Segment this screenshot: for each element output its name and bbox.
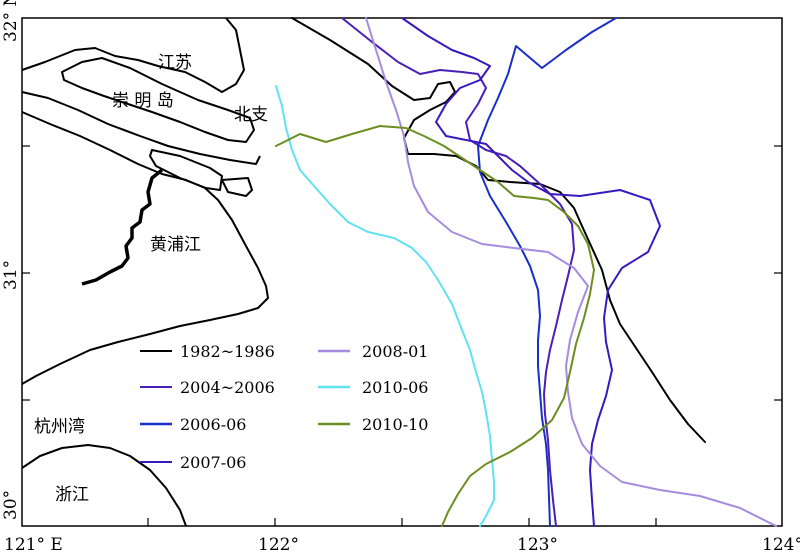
legend-label-1982-1986: 1982~1986 [180, 342, 275, 361]
label-beizhi: 北支 [234, 105, 268, 125]
x-tick-121: 121° E [4, 535, 63, 555]
axis-ticks [22, 145, 782, 526]
legend-label-2007-06: 2007-06 [180, 453, 246, 472]
label-chongming: 崇 明 岛 [112, 91, 174, 111]
y-tick-32: 32° N [1, 0, 21, 42]
label-hangzhou-bay: 杭州湾 [34, 417, 85, 437]
front-lines [275, 17, 777, 527]
line-2007-06 [401, 17, 661, 527]
coastline [21, 17, 269, 527]
legend-label-2010-06: 2010-06 [362, 378, 428, 397]
line-2004-2006 [341, 17, 575, 527]
legend-label-2004-2006: 2004~2006 [180, 378, 275, 397]
huangpu-river [81, 168, 164, 286]
y-tick-30: 30° [1, 490, 21, 520]
legend: 1982~1986 2004~2006 2006-06 2007-06 2008… [140, 342, 428, 472]
y-tick-31: 31° [1, 260, 21, 290]
x-tick-122: 122° [258, 535, 299, 555]
legend-label-2006-06: 2006-06 [180, 415, 246, 434]
line-2010-06 [275, 85, 495, 527]
line-2008-01 [365, 17, 777, 527]
legend-label-2010-10: 2010-10 [362, 415, 428, 434]
changxing-island [149, 149, 223, 191]
x-tick-123: 123° [517, 535, 558, 555]
shanghai-coast [21, 111, 269, 385]
label-zhejiang: 浙江 [55, 485, 89, 505]
line-2006-06 [477, 17, 617, 527]
x-tick-124: 124° [762, 535, 800, 555]
line-1982-1986 [291, 17, 706, 443]
zhejiang-coast [21, 444, 187, 527]
line-2010-10 [275, 125, 595, 527]
hengsha-island [221, 177, 253, 197]
south-branch-north-shore [21, 91, 261, 165]
jiangsu-coast [21, 17, 245, 93]
label-jiangsu: 江苏 [158, 53, 192, 73]
label-huangpu: 黄浦江 [150, 235, 201, 255]
legend-label-2008-01: 2008-01 [362, 342, 428, 361]
chongming-island [61, 57, 255, 143]
